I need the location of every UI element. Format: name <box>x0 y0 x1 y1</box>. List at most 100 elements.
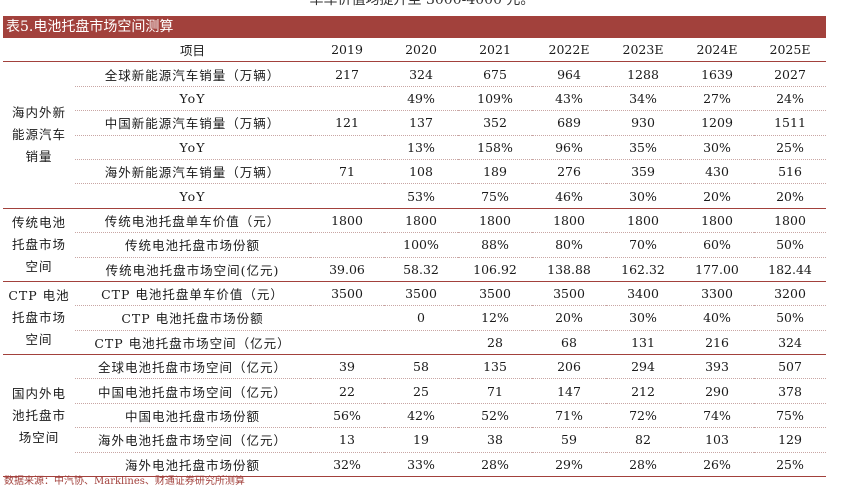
value-cell: 56% <box>310 403 384 429</box>
value-cell: 50% <box>754 232 826 258</box>
table-row: 海外新能源汽车销量（万辆） 71 108 189 276 359 430 516 <box>3 159 826 185</box>
value-cell: 359 <box>606 159 680 185</box>
row-label: 中国电池托盘市场份额 <box>75 403 310 429</box>
header-year: 2019 <box>310 38 384 63</box>
group-label: CTP 电池托盘市场空间 <box>3 281 75 356</box>
value-cell: 40% <box>680 305 754 331</box>
value-cell: 3400 <box>606 281 680 307</box>
row-label: YoY <box>75 86 310 112</box>
value-cell: 206 <box>532 354 606 380</box>
value-cell: 33% <box>384 452 458 478</box>
value-cell: 162.32 <box>606 257 680 282</box>
value-cell: 30% <box>680 135 754 160</box>
row-label: CTP 电池托盘市场空间（亿元） <box>75 330 310 356</box>
header-item: 项目 <box>75 38 310 63</box>
value-cell: 96% <box>532 135 606 160</box>
header-year: 2021 <box>458 38 532 63</box>
value-cell: 28% <box>606 452 680 478</box>
value-cell: 507 <box>754 354 826 380</box>
value-cell: 58 <box>384 354 458 380</box>
value-cell: 158% <box>458 135 532 160</box>
value-cell: 34% <box>606 86 680 112</box>
value-cell: 75% <box>458 183 532 209</box>
value-cell: 1800 <box>754 208 826 234</box>
row-label: 传统电池托盘市场空间(亿元) <box>75 257 310 282</box>
value-cell: 135 <box>458 354 532 380</box>
table-row: YoY 53% 75% 46% 30% 20% 20% <box>3 183 826 209</box>
value-cell: 35% <box>606 135 680 160</box>
value-cell: 82 <box>606 427 680 453</box>
value-cell: 324 <box>754 330 826 356</box>
row-label: 传统电池托盘单车价值（元） <box>75 208 310 234</box>
header-year: 2024E <box>680 38 754 63</box>
value-cell: 27% <box>680 86 754 112</box>
value-cell: 276 <box>532 159 606 185</box>
value-cell: 138.88 <box>532 257 606 282</box>
value-cell: 28 <box>458 330 532 356</box>
table-row: 中国电池托盘市场空间（亿元） 22 25 71 147 212 290 378 <box>3 378 826 404</box>
value-cell: 189 <box>458 159 532 185</box>
table-row: 国内外电池托盘市场空间 全球电池托盘市场空间（亿元） 39 58 135 206 294 39… <box>3 354 826 478</box>
value-cell: 20% <box>680 183 754 209</box>
value-cell: 39.06 <box>310 257 384 282</box>
value-cell: 29% <box>532 452 606 478</box>
value-cell: 38 <box>458 427 532 453</box>
table-row: YoY 13% 158% 96% 35% 30% 25% <box>3 135 826 160</box>
value-cell: 13% <box>384 135 458 160</box>
value-cell: 352 <box>458 110 532 136</box>
value-cell: 930 <box>606 110 680 136</box>
header-year: 2022E <box>532 38 606 63</box>
value-cell: 430 <box>680 159 754 185</box>
value-cell: 1800 <box>532 208 606 234</box>
value-cell: 1511 <box>754 110 826 136</box>
value-cell: 20% <box>532 305 606 331</box>
table-row: 传统电池托盘市场份额 100% 88% 80% 70% 60% 50% <box>3 232 826 258</box>
value-cell: 3500 <box>384 281 458 307</box>
value-cell <box>310 305 384 331</box>
table-row: CTP 电池托盘市场空间（亿元） 28 68 131 216 324 <box>3 330 826 356</box>
value-cell: 516 <box>754 159 826 185</box>
value-cell: 71 <box>458 378 532 404</box>
value-cell: 50% <box>754 305 826 331</box>
value-cell: 216 <box>680 330 754 356</box>
value-cell: 53% <box>384 183 458 209</box>
value-cell: 1288 <box>606 61 680 87</box>
group-label: 海内外新能源汽车销量 <box>3 61 75 209</box>
row-label: 海外电池托盘市场空间（亿元） <box>75 427 310 453</box>
row-label: 全球电池托盘市场空间（亿元） <box>75 354 310 380</box>
value-cell: 3200 <box>754 281 826 307</box>
value-cell <box>310 86 384 112</box>
group-label: 传统电池托盘市场空间 <box>3 208 75 282</box>
value-cell: 3500 <box>310 281 384 307</box>
source-note: 数据来源：中汽协、Marklines、财通证券研究所测算 <box>4 476 245 487</box>
value-cell: 131 <box>606 330 680 356</box>
value-cell: 20% <box>754 183 826 209</box>
value-cell: 294 <box>606 354 680 380</box>
table-row: 中国电池托盘市场份额 56% 42% 52% 71% 72% 74% 75% <box>3 403 826 429</box>
row-label: 中国电池托盘市场空间（亿元） <box>75 378 310 404</box>
value-cell: 1800 <box>606 208 680 234</box>
value-cell: 71% <box>532 403 606 429</box>
value-cell: 964 <box>532 61 606 87</box>
value-cell: 42% <box>384 403 458 429</box>
value-cell: 675 <box>458 61 532 87</box>
value-cell: 109% <box>458 86 532 112</box>
value-cell: 0 <box>384 305 458 331</box>
value-cell: 28% <box>458 452 532 478</box>
row-label: CTP 电池托盘单车价值（元） <box>75 281 310 307</box>
value-cell <box>384 330 458 356</box>
table-row: 海内外新能源汽车销量 全球新能源汽车销量（万辆） 217 324 675 964 1288 1… <box>3 61 826 209</box>
table-row: CTP 电池托盘市场份额 0 12% 20% 30% 40% 50% <box>3 305 826 331</box>
row-label: 海外新能源汽车销量（万辆） <box>75 159 310 185</box>
row-label: CTP 电池托盘市场份额 <box>75 305 310 331</box>
header-row: 项目 2019 2020 2021 2022E 2023E 2024E 2025… <box>3 38 826 63</box>
table-row: 海外电池托盘市场份额 32% 33% 28% 29% 28% 26% 25% <box>3 452 826 478</box>
value-cell: 43% <box>532 86 606 112</box>
value-cell: 25 <box>384 378 458 404</box>
value-cell: 689 <box>532 110 606 136</box>
header-year: 2025E <box>754 38 826 63</box>
value-cell <box>310 330 384 356</box>
header-year: 2023E <box>606 38 680 63</box>
value-cell: 19 <box>384 427 458 453</box>
header-group-cell <box>3 38 75 63</box>
